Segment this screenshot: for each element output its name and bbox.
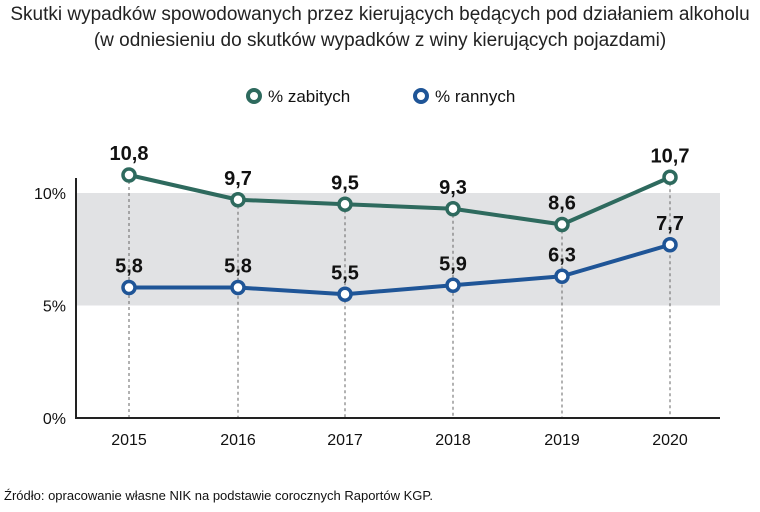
- data-point: [662, 237, 678, 253]
- source-note: Źródło: opracowanie własne NIK na podsta…: [4, 488, 433, 503]
- y-tick-label: 10%: [34, 186, 66, 203]
- legend-label: % zabitych: [268, 87, 350, 106]
- data-point: [554, 216, 570, 233]
- data-point: [230, 192, 246, 208]
- chart-subtitle: (w odniesieniu do skutków wypadków z win…: [93, 30, 667, 51]
- data-label: 8,6: [548, 193, 576, 215]
- x-tick-label: 2015: [111, 432, 147, 449]
- chart-title: Skutki wypadków spowodowanych przez kier…: [10, 4, 750, 25]
- x-tick-label: 2019: [544, 432, 580, 449]
- data-point: [445, 201, 461, 217]
- legend-label: % rannych: [435, 87, 515, 106]
- x-tick-label: 2018: [435, 432, 471, 449]
- series-line: [128, 173, 671, 227]
- data-label: 5,5: [331, 262, 359, 284]
- legend-marker: [246, 88, 262, 104]
- data-label: 10,7: [651, 145, 690, 167]
- data-point: [554, 268, 570, 284]
- x-tick-label: 2017: [327, 432, 363, 449]
- x-tick-label: 2016: [220, 432, 256, 449]
- data-point: [121, 279, 137, 296]
- data-label: 5,9: [439, 253, 467, 275]
- line-chart: 2015 2016 2017 2018 2019 2020 0% 5% 10% 10,8 9,7 9,…: [34, 87, 720, 449]
- data-point: [445, 277, 461, 293]
- data-label: 9,7: [224, 168, 252, 190]
- data-point: [337, 196, 353, 212]
- data-point: [121, 167, 137, 183]
- data-label: 6,3: [548, 244, 576, 266]
- data-label: 10,8: [110, 143, 149, 165]
- x-tick-label: 2020: [652, 432, 688, 449]
- data-label: 5,8: [115, 256, 143, 278]
- data-label: 9,3: [439, 177, 467, 199]
- series-line: [129, 242, 671, 297]
- data-label: 7,7: [656, 213, 684, 235]
- legend-marker: [413, 88, 429, 104]
- data-point: [337, 286, 353, 302]
- data-point: [662, 169, 678, 185]
- data-label: 5,8: [224, 256, 252, 278]
- y-tick-label: 5%: [43, 299, 66, 316]
- y-tick-label: 0%: [43, 411, 66, 428]
- data-label: 9,5: [331, 172, 359, 194]
- data-point: [230, 279, 246, 296]
